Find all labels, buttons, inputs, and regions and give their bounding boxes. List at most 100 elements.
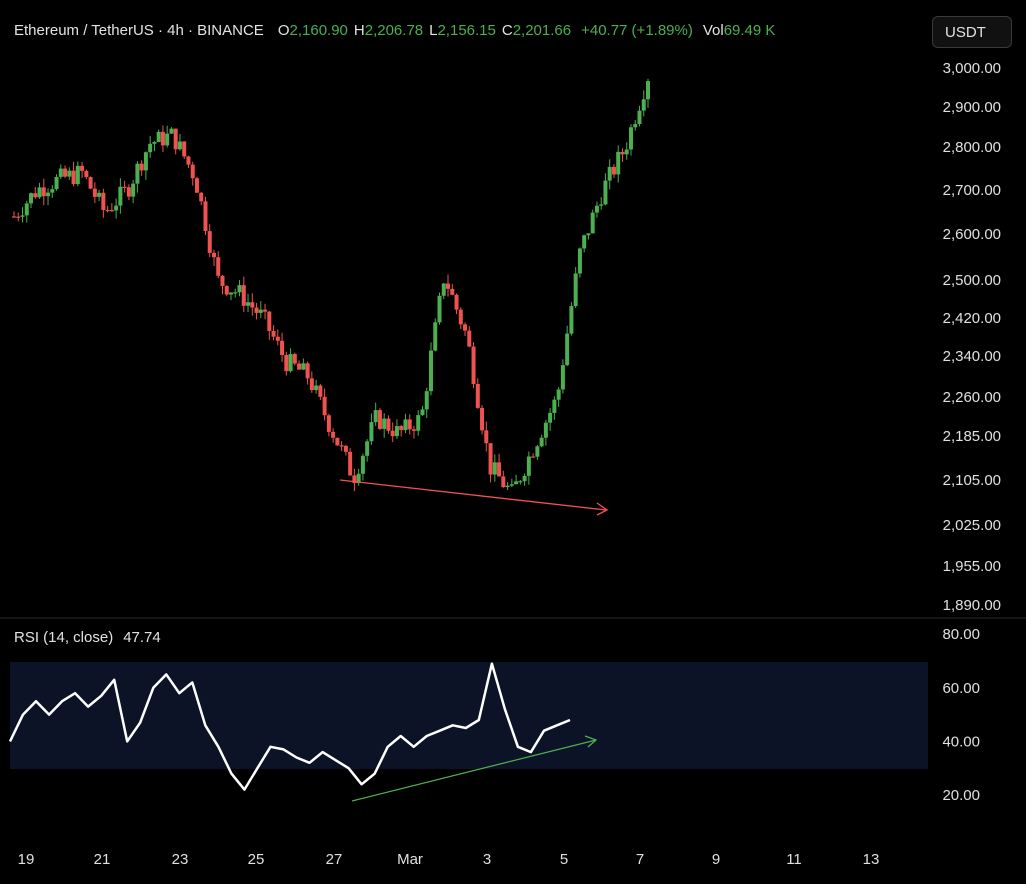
- candle-body: [488, 443, 493, 475]
- time-tick: Mar: [397, 851, 423, 868]
- price-trend-arrow: [339, 479, 609, 516]
- candle-body: [582, 235, 587, 249]
- candle-body: [420, 409, 425, 416]
- candle-body: [603, 180, 608, 205]
- candle-body: [535, 446, 540, 457]
- time-tick: 21: [94, 851, 111, 868]
- candle-body: [514, 481, 519, 485]
- candle-body: [182, 141, 187, 157]
- candle-body: [556, 389, 561, 400]
- candle-body: [646, 81, 650, 100]
- symbol-title: Ethereum / TetherUS · 4h · BINANCE: [14, 22, 264, 39]
- candle-body: [586, 233, 591, 236]
- candle-body: [377, 410, 382, 429]
- price-tick: 3,000.00: [943, 60, 1001, 77]
- candle-body: [24, 203, 29, 216]
- candle-body: [131, 183, 136, 197]
- candle-body: [407, 419, 412, 430]
- candle-body: [263, 309, 268, 312]
- candle-body: [326, 415, 331, 432]
- candle-body: [594, 205, 599, 213]
- low-label: L: [429, 22, 438, 39]
- candle-body: [216, 257, 221, 276]
- candle-body: [450, 288, 455, 295]
- candle-body: [46, 192, 51, 197]
- candle-body: [433, 322, 438, 351]
- price-tick: 2,900.00: [943, 99, 1001, 116]
- candle-body: [560, 365, 565, 390]
- price-tick: 2,340.00: [943, 348, 1001, 365]
- candle-body: [531, 456, 536, 458]
- candle-body: [148, 143, 153, 153]
- candle-body: [360, 455, 365, 474]
- high-label: H: [353, 22, 365, 39]
- candle-body: [207, 231, 212, 253]
- candle-body: [569, 306, 574, 334]
- candle-body: [20, 215, 25, 217]
- price-tick: 2,260.00: [943, 389, 1001, 406]
- candle-body: [590, 212, 595, 234]
- time-tick: 3: [483, 851, 491, 868]
- candle-body: [237, 285, 242, 293]
- rsi-tick: 80.00: [942, 626, 980, 643]
- candle-body: [16, 216, 21, 218]
- candle-body: [386, 418, 391, 431]
- price-tick: 2,105.00: [943, 472, 1001, 489]
- candle-body: [186, 156, 191, 165]
- candle-body: [314, 385, 319, 391]
- candle-body: [165, 133, 170, 146]
- candle-body: [284, 354, 289, 372]
- candle-body: [577, 248, 582, 274]
- time-tick: 7: [636, 851, 644, 868]
- candle-body: [254, 307, 259, 313]
- candle-body: [33, 193, 38, 198]
- candle-body: [246, 302, 251, 306]
- candle-body: [339, 445, 344, 447]
- volume-label: Vol: [702, 22, 724, 39]
- open-label: O: [277, 22, 290, 39]
- candle-body: [505, 485, 510, 488]
- close-label: C: [501, 22, 513, 39]
- candle-body: [607, 166, 612, 181]
- time-tick: 19: [18, 851, 35, 868]
- candle-body: [309, 378, 314, 391]
- time-tick: 13: [863, 851, 880, 868]
- currency-button[interactable]: USDT: [932, 16, 1012, 48]
- candle-body: [292, 354, 297, 364]
- time-axis: 19 21 23 25 27 Mar 3 5 7 9 11 13: [18, 851, 880, 868]
- candle-body: [58, 168, 63, 177]
- candle-body: [297, 363, 302, 370]
- candle-body: [484, 430, 489, 444]
- candle-body: [518, 481, 523, 483]
- rsi-legend: RSI (14, close) 47.74: [14, 629, 161, 646]
- candle-body: [322, 396, 327, 416]
- rsi-trend-arrow: [351, 735, 598, 802]
- close-value: 2,201.66: [512, 22, 572, 39]
- rsi-tick: 60.00: [942, 680, 980, 697]
- candle-body: [169, 128, 174, 134]
- candle-body: [467, 330, 472, 347]
- candle-body: [258, 309, 263, 313]
- candle-body: [441, 283, 446, 296]
- candle-body: [190, 164, 195, 179]
- candle-body: [63, 168, 68, 177]
- candle-body: [616, 151, 621, 175]
- candle-body: [135, 163, 140, 184]
- candle-body: [318, 385, 323, 397]
- candle-body: [463, 324, 468, 331]
- candle-body: [552, 399, 557, 413]
- candle-body: [114, 205, 119, 211]
- candle-body: [229, 292, 234, 295]
- candle-body: [633, 124, 638, 128]
- candle-body: [416, 415, 421, 431]
- time-tick: 27: [326, 851, 343, 868]
- candle-body: [331, 431, 336, 438]
- candle-body: [97, 192, 102, 197]
- high-value: 2,206.78: [364, 22, 424, 39]
- candle-body: [428, 350, 433, 392]
- candle-body: [126, 187, 131, 197]
- candle-body: [143, 152, 148, 171]
- candle-body: [599, 204, 604, 206]
- candle-body: [12, 216, 16, 218]
